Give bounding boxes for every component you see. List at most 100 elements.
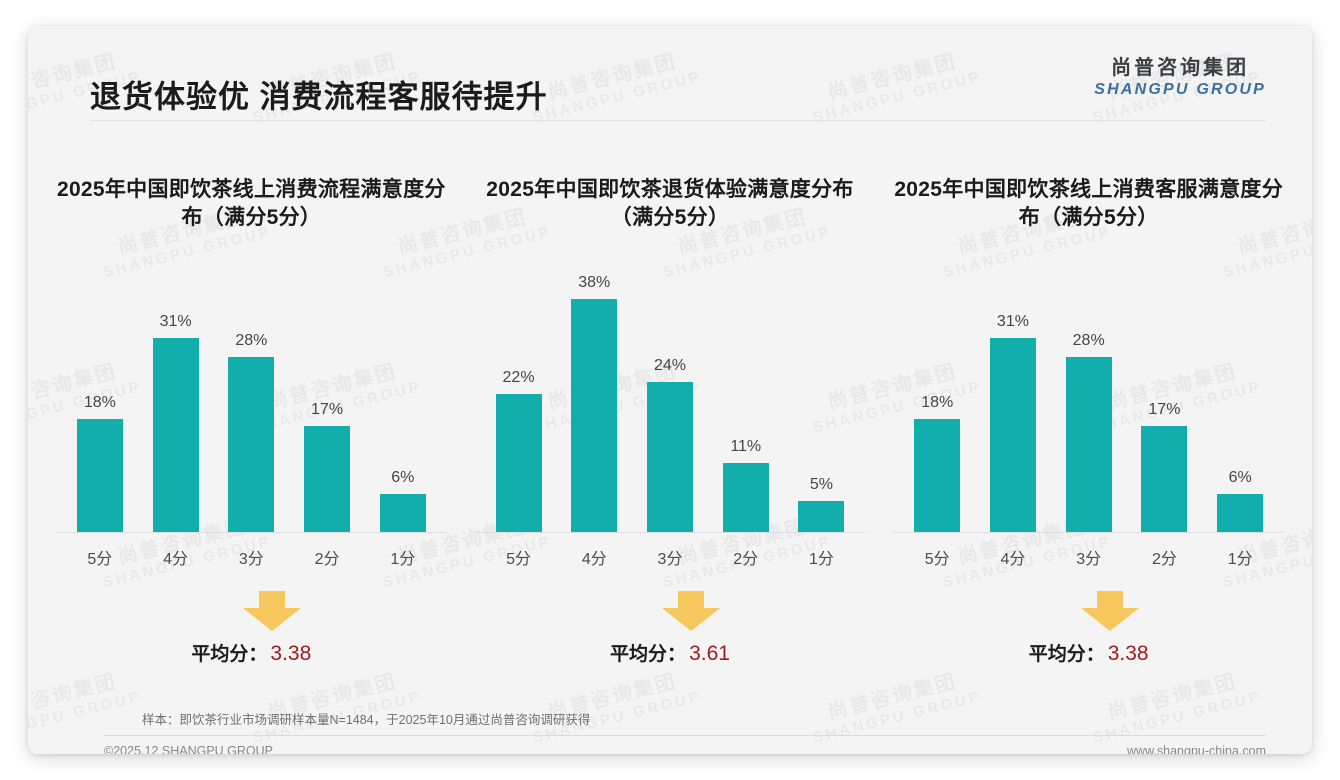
bar-item[interactable]: 6% [365, 274, 441, 533]
bar-value-label: 17% [1148, 401, 1181, 419]
bar-item[interactable]: 11% [708, 274, 784, 533]
bar-rect[interactable] [76, 419, 123, 533]
x-axis-tick-label: 4分 [163, 551, 189, 569]
x-axis-tick-label: 3分 [238, 551, 264, 569]
bar-rect[interactable] [722, 463, 769, 533]
bar-value-label: 17% [311, 401, 344, 419]
average-score-label: 平均分： [610, 644, 687, 666]
bar-rect[interactable] [1217, 494, 1264, 533]
average-score-value: 3.38 [1107, 642, 1149, 666]
logo-chinese-text: 尚普咨询集团 [1111, 57, 1250, 79]
x-axis-tick-label: 2分 [1151, 551, 1177, 569]
bar-rect[interactable] [228, 357, 275, 533]
average-score-label: 平均分： [191, 644, 268, 666]
average-score-line: 平均分： 3.38 [1029, 639, 1149, 666]
x-axis-tick-label: 5分 [924, 551, 950, 569]
logo-english-text: SHANGPU GROUP [1094, 80, 1266, 98]
x-axis-tick-label: 2分 [314, 551, 340, 569]
x-axis-labels: 5分 4分 3分 2分 1分 [475, 545, 866, 569]
x-axis-tick-label: 2分 [733, 551, 759, 569]
x-axis-tick-label: 1分 [390, 551, 416, 569]
average-score-block: 平均分： 3.61 [475, 591, 866, 674]
x-axis-labels: 5分 4分 3分 2分 1分 [893, 545, 1284, 569]
average-score-value: 3.38 [270, 642, 312, 666]
bar-value-label: 24% [653, 357, 687, 375]
x-axis-line [474, 532, 866, 534]
bar-value-label: 38% [578, 274, 611, 291]
bar-value-label: 22% [502, 369, 535, 387]
down-arrow-icon [662, 591, 720, 632]
bar-value-label: 28% [1072, 332, 1105, 350]
x-axis-tick-label: 1分 [809, 551, 834, 569]
x-axis-tick-label: 3分 [657, 551, 683, 569]
bar-item[interactable]: 28% [1051, 274, 1127, 533]
bar-group: 22% 38% 24% 11% 5% [481, 274, 860, 533]
average-score-value: 3.61 [689, 642, 730, 666]
chart-panel-2: 2025年中国即饮茶退货体验满意度分布（满分5分） 22% 38% 24% 11% 5% 5… [461, 154, 880, 674]
bar-value-label: 31% [159, 313, 192, 331]
bar-rect[interactable] [1065, 357, 1112, 533]
x-axis-tick-label: 3分 [1076, 551, 1102, 569]
average-score-line: 平均分： 3.61 [610, 639, 730, 666]
bar-item[interactable]: 18% [62, 274, 138, 533]
bar-item[interactable]: 5% [784, 274, 860, 533]
chart-plot-area: 22% 38% 24% 11% 5% [474, 274, 866, 534]
brand-logo: 尚普咨询集团 SHANGPU GROUP [1094, 57, 1266, 98]
charts-container: 2025年中国即饮茶线上消费流程满意度分布（满分5分） 18% 31% 28% 17% 6… [42, 154, 1298, 674]
average-score-label: 平均分： [1028, 644, 1105, 666]
average-score-block: 平均分： 3.38 [893, 591, 1284, 674]
bar-rect[interactable] [989, 338, 1036, 533]
x-axis-line [893, 532, 1285, 534]
bar-rect[interactable] [798, 501, 845, 533]
bar-rect[interactable] [379, 494, 426, 533]
bar-item[interactable]: 31% [138, 274, 214, 533]
down-arrow-icon [1080, 591, 1139, 632]
average-score-line: 平均分： 3.38 [191, 639, 311, 666]
x-axis-tick-label: 5分 [87, 551, 113, 569]
chart-title: 2025年中国即饮茶线上消费流程满意度分布（满分5分） [56, 178, 446, 229]
bar-value-label: 18% [83, 394, 116, 412]
bar-value-label: 5% [809, 476, 834, 494]
bar-rect[interactable] [914, 419, 961, 533]
bar-value-label: 31% [996, 313, 1029, 331]
bar-group: 18% 31% 28% 17% 6% [899, 274, 1278, 533]
bar-value-label: 28% [235, 332, 268, 350]
chart-title: 2025年中国即饮茶线上消费客服满意度分布（满分5分） [894, 178, 1284, 229]
bar-rect[interactable] [152, 338, 199, 533]
bar-rect[interactable] [1141, 426, 1188, 533]
x-axis-tick-label: 1分 [1227, 551, 1253, 569]
down-arrow-icon [243, 591, 302, 632]
sample-note: 样本：即饮茶行业市场调研样本量N=1484，于2025年10月通过尚普咨询调研获… [142, 713, 591, 727]
page-title: 退货体验优 消费流程客服待提升 [90, 79, 548, 115]
bar-item[interactable]: 28% [213, 274, 289, 533]
bar-rect[interactable] [495, 394, 542, 533]
header-divider [90, 120, 1266, 121]
chart-title: 2025年中国即饮茶退货体验满意度分布（满分5分） [486, 178, 854, 229]
bar-rect[interactable] [571, 299, 618, 533]
x-axis-tick-label: 4分 [1000, 551, 1026, 569]
chart-plot-area: 18% 31% 28% 17% 6% [56, 274, 447, 534]
bar-rect[interactable] [304, 426, 351, 533]
bar-item[interactable]: 18% [899, 274, 975, 533]
bar-item[interactable]: 22% [481, 274, 557, 533]
bar-item[interactable]: 38% [556, 274, 632, 533]
chart-plot-area: 18% 31% 28% 17% 6% [893, 274, 1285, 534]
bar-value-label: 6% [391, 469, 415, 487]
footer-divider [104, 735, 1266, 736]
x-axis-tick-label: 4分 [581, 551, 607, 569]
bar-group: 18% 31% 28% 17% 6% [62, 274, 441, 533]
bar-item[interactable]: 17% [1127, 274, 1203, 533]
bar-value-label: 6% [1228, 469, 1252, 487]
footer-website[interactable]: www.shangpu-china.com [1127, 744, 1266, 754]
bar-rect[interactable] [647, 382, 693, 533]
bar-value-label: 11% [730, 438, 762, 456]
x-axis-line [56, 532, 447, 534]
bar-item[interactable]: 17% [289, 274, 365, 533]
bar-item[interactable]: 31% [975, 274, 1051, 533]
chart-panel-3: 2025年中国即饮茶线上消费客服满意度分布（满分5分） 18% 31% 28% 17% 6… [879, 154, 1298, 674]
chart-panel-1: 2025年中国即饮茶线上消费流程满意度分布（满分5分） 18% 31% 28% 17% 6… [42, 154, 461, 674]
bar-item[interactable]: 6% [1202, 274, 1278, 533]
x-axis-tick-label: 5分 [506, 551, 531, 569]
bar-item[interactable]: 24% [632, 274, 708, 533]
